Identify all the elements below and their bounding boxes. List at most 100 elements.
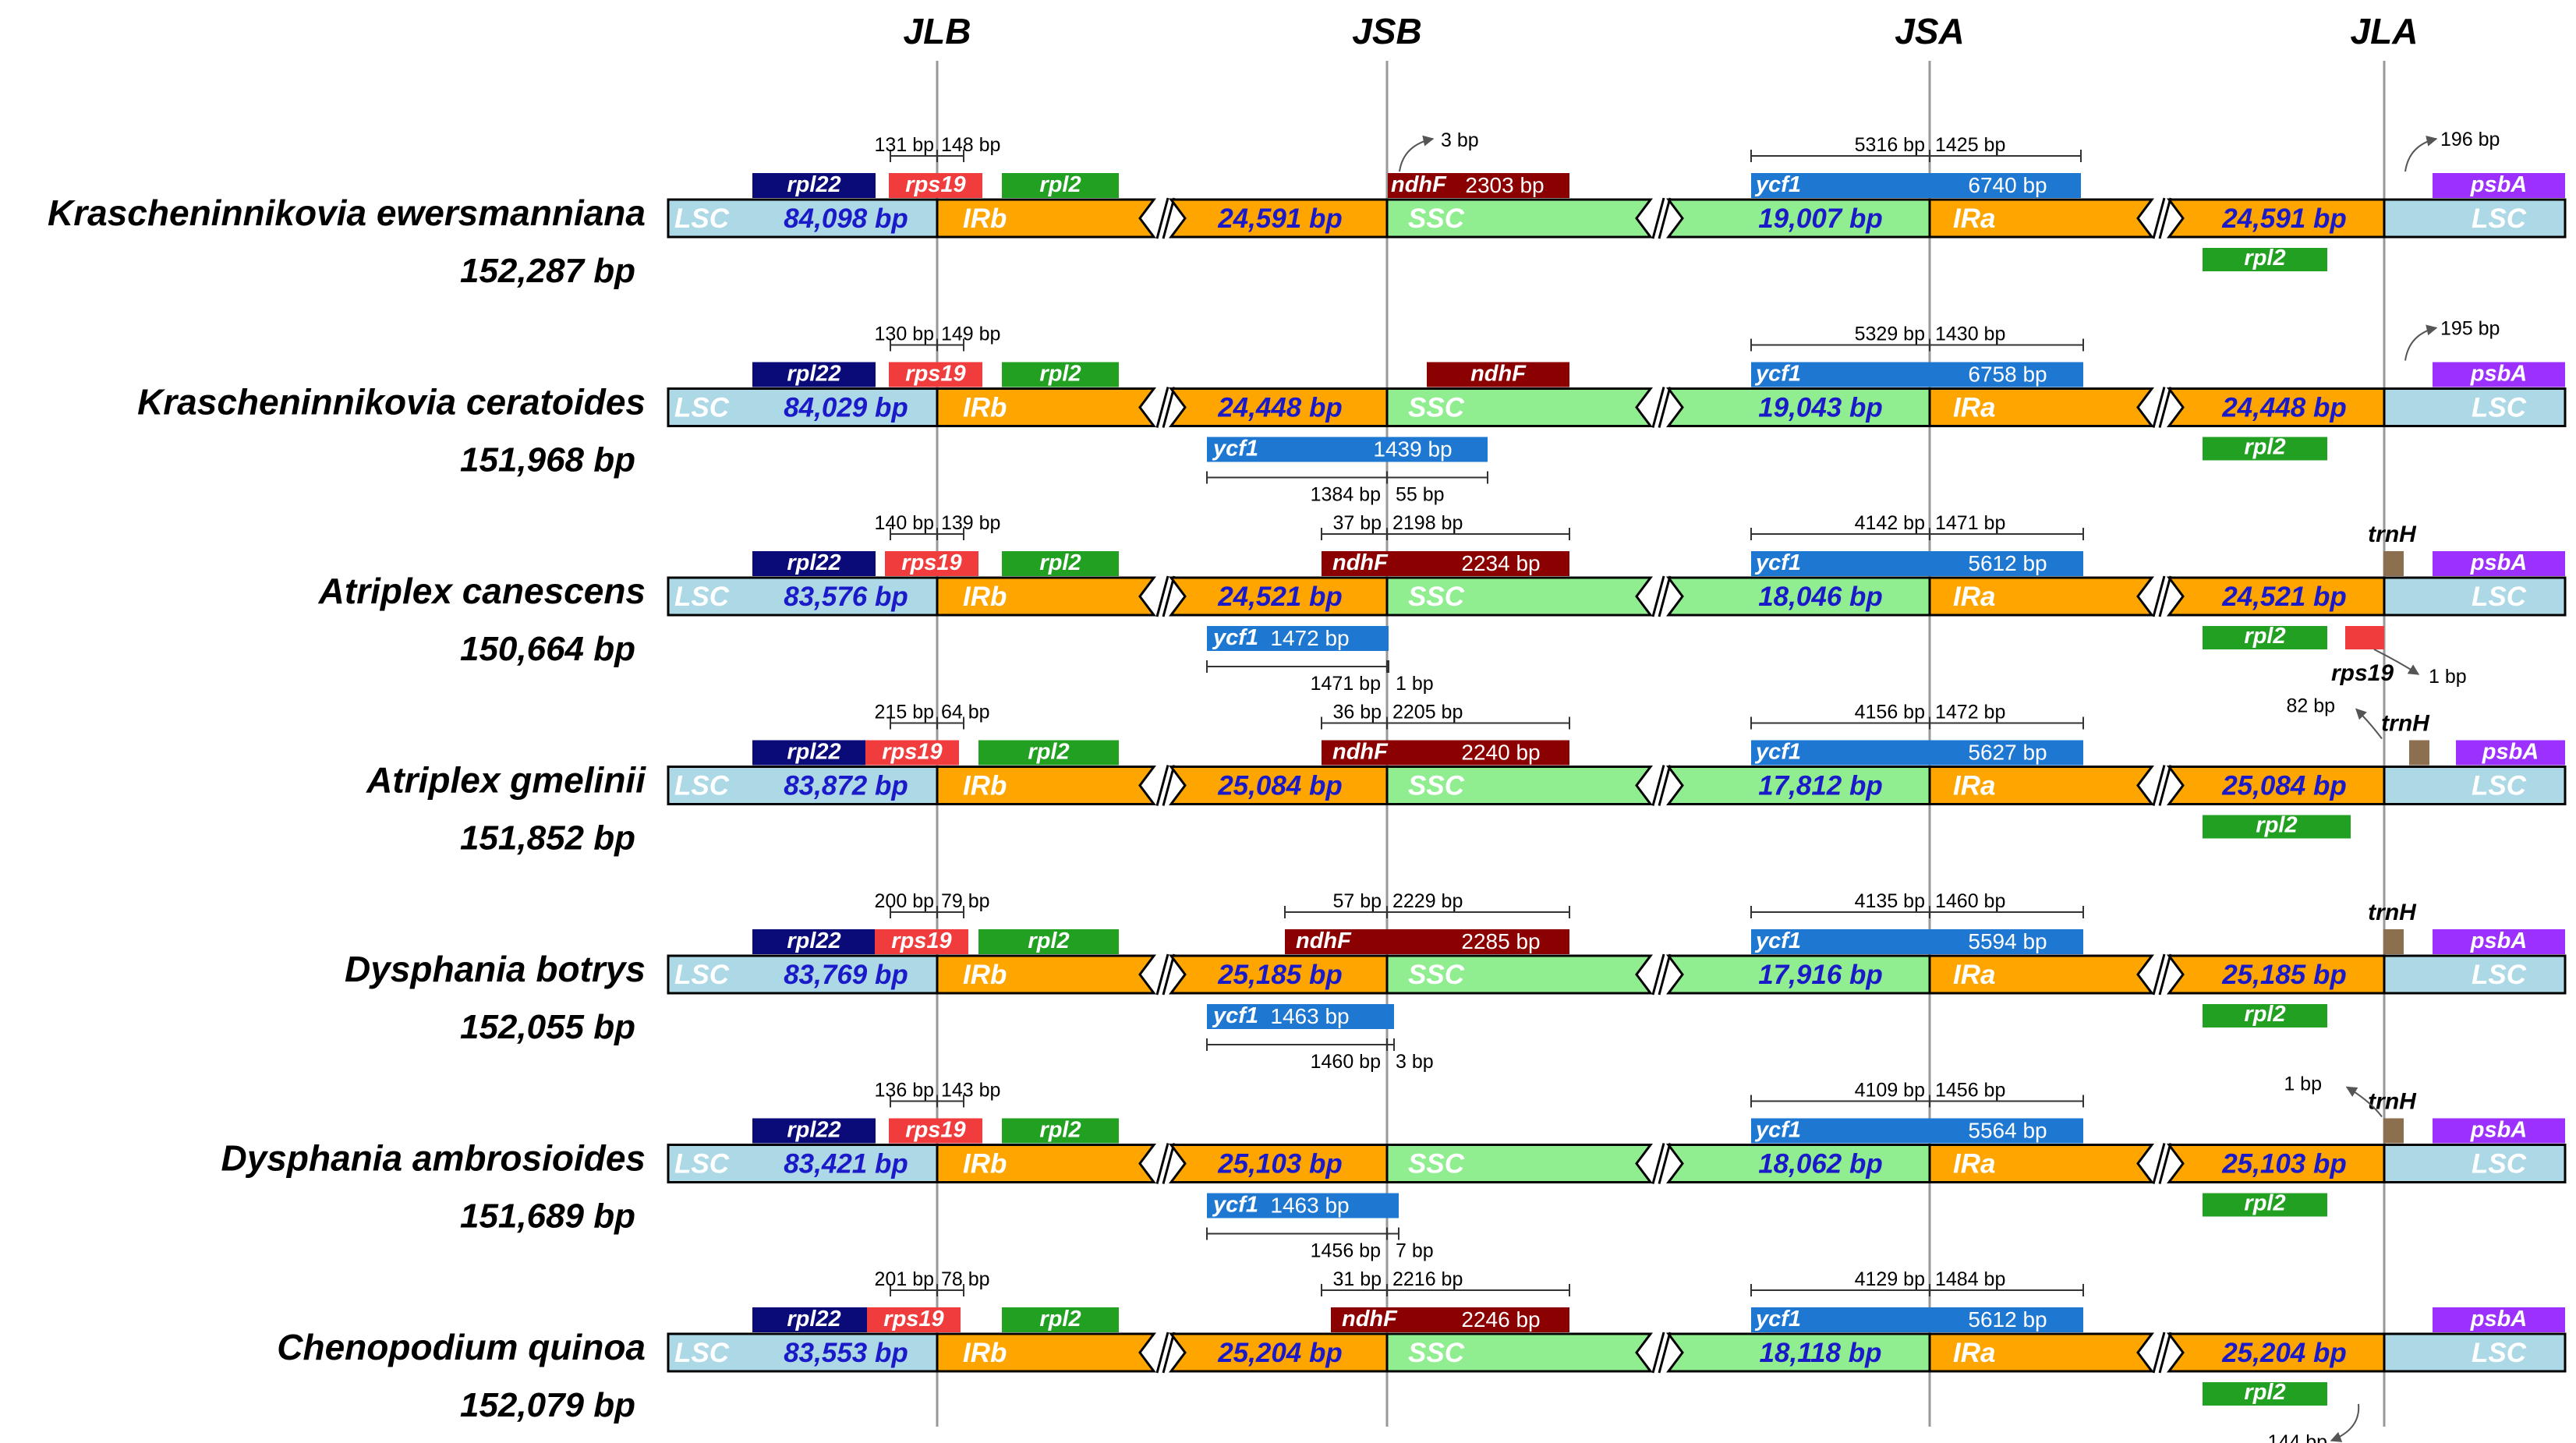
irb-segment [936,387,1156,427]
trnH-label: trnH [2368,522,2417,547]
ira-label: IRa [1953,393,1995,423]
genome-size: 152,079 bp [460,1386,635,1424]
genome-size: 152,287 bp [460,252,635,290]
jlb-right-bp: 78 bp [941,1268,990,1290]
break-mark [1162,197,1176,239]
ssc-segment [1385,387,1653,427]
jsa-right-bp: 1456 bp [1935,1080,2005,1102]
psbA-gene-label: psbA [2470,172,2528,197]
lsc-length: 83,576 bp [784,582,908,612]
irb-label: IRb [963,203,1007,234]
ycf1-gene [1751,929,2083,954]
ira-segment-right [2167,1144,2386,1183]
rps19-gene [867,1307,961,1332]
break-mark [2152,953,2166,996]
jsa-left-bp: 4129 bp [1855,1268,1925,1290]
lsc-right-label: LSC [2472,1149,2527,1180]
ssc-segment-right [1666,576,1931,617]
jsb-top-left-bp: 31 bp [1332,1268,1382,1290]
rps19-gene-label: rps19 [901,550,961,575]
irb-label: IRb [963,771,1007,801]
lsc-right-label: LSC [2472,393,2527,423]
irb-segment [936,1332,1156,1373]
ssc-length: 18,118 bp [1760,1338,1882,1368]
ssc-segment-right [1666,387,1931,427]
ycf1-bottom-gene [1207,437,1488,462]
break-mark [2158,953,2172,996]
break-mark [1658,1143,1672,1184]
ssc-length: 19,043 bp [1758,393,1883,423]
lsc-left-segment [667,954,939,995]
ssc-label: SSC [1408,393,1465,423]
break-mark [2158,575,2172,617]
trnH-gene [2383,929,2404,954]
ssc-length: 18,062 bp [1758,1149,1883,1180]
rpl22-gene [752,740,876,766]
break-mark [1155,1143,1169,1184]
irb-length: 24,591 bp [1217,203,1343,234]
ssc-segment [1385,198,1653,239]
ndhF-gene-length: 2303 bp [1465,173,1544,197]
rps19-gene-label: rps19 [891,928,951,953]
jsb-note-bp: 3 bp [1441,129,1479,151]
lsc-right-segment [2383,387,2567,427]
jsb-top-left-bp: 37 bp [1332,512,1382,534]
genome-size: 150,664 bp [460,630,635,668]
jsb-bottom-left-bp: 1471 bp [1311,673,1381,695]
lsc-label: LSC [674,960,730,990]
junction-lines [936,61,2386,1427]
rps19-gene [889,1118,982,1144]
jsb-bottom-right-bp: 1 bp [1396,673,1434,695]
rps19-gene [885,551,978,576]
ycf1-gene [1751,173,2081,198]
rpl2-bottom-gene-label: rpl2 [2244,624,2285,649]
ira-segment-right [2167,198,2386,239]
species-rows: Krascheninnikovia ewersmanniana 152,287 b… [48,129,2567,1443]
jsb-top-left-bp: 57 bp [1332,890,1382,912]
jlb-right-bp: 148 bp [941,134,1000,156]
break-mark [1162,1332,1176,1374]
ira-segment-right [2167,1332,2386,1373]
rpl2-bottom-gene-label: rpl2 [2256,813,2297,838]
break-mark [1658,197,1672,239]
ndhF-gene [1322,740,1569,766]
break-mark [2152,765,2166,806]
ycf1-gene [1751,740,2083,766]
break-mark [1162,575,1176,617]
junction-label-jsb: JSB [1352,11,1421,51]
rpl22-gene [752,1307,876,1332]
junction-label-jsa: JSA [1895,11,1964,51]
trnH-label: trnH [2368,900,2417,925]
species-name: Dysphania ambrosioides [221,1138,646,1179]
species-name: Krascheninnikovia ceratoides [137,382,646,423]
species-name: Dysphania botrys [345,949,646,989]
ndhF-gene-label: ndhF [1470,362,1527,387]
jlb-left-bp: 131 bp [875,134,934,156]
lsc-label: LSC [674,771,730,801]
rpl2-gene-label: rpl2 [1039,362,1081,387]
lsc-right-label: LSC [2472,960,2527,990]
jlb-right-bp: 143 bp [941,1080,1000,1102]
rpl22-gene [752,551,876,576]
rpl2-gene-label: rpl2 [1039,172,1081,197]
rps19-gene-label: rps19 [883,1307,943,1332]
ira-segment [1928,1144,2154,1183]
ycf1-gene-label: ycf1 [1754,928,1801,953]
jsa-right-bp: 1472 bp [1935,702,2005,723]
ycf1-bottom-gene [1207,626,1389,651]
irb-label: IRb [963,1149,1007,1180]
psbA-gene-label: psbA [2470,1118,2528,1143]
jsa-left-bp: 5329 bp [1855,324,1925,345]
ndhF-gene-label: ndhF [1296,928,1352,953]
break-mark [1651,575,1665,617]
jla-note-arrow [2355,708,2383,740]
ycf1-bottom-gene-label: ycf1 [1212,437,1258,462]
rpl2-note-arrow [2330,1403,2360,1442]
psbA-gene [2433,551,2565,576]
jla-note-arrow [2404,324,2438,361]
jlb-left-bp: 201 bp [875,1268,934,1290]
break-mark [1658,387,1672,428]
ycf1-gene-length: 5594 bp [1968,929,2047,953]
trnH-gene [2383,551,2404,576]
